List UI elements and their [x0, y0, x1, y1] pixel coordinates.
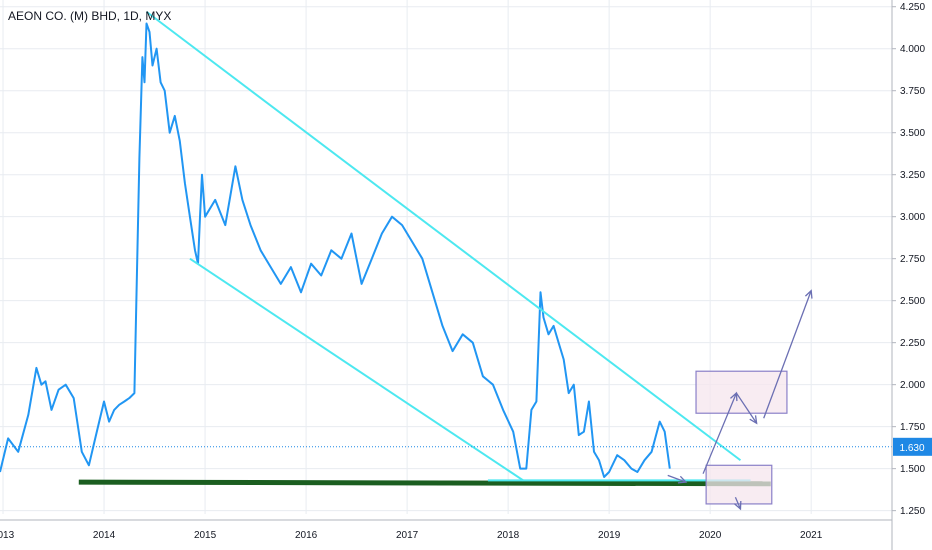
x-tick-label: 2018 — [497, 530, 520, 541]
x-tick-label: 2016 — [295, 530, 318, 541]
x-tick-label: 2017 — [396, 530, 419, 541]
projection-arrow[interactable] — [734, 496, 742, 510]
y-tick-label: 3.500 — [900, 128, 925, 139]
arrow-head — [734, 500, 742, 511]
upper-channel-trendline[interactable] — [145, 10, 742, 462]
price-series-line[interactable] — [0, 22, 671, 478]
y-tick-label: 2.750 — [900, 254, 925, 265]
y-tick-label: 4.250 — [900, 2, 925, 13]
arrow-head — [730, 391, 738, 402]
projection-arrow[interactable] — [667, 474, 687, 483]
projection-arrow[interactable] — [763, 290, 812, 419]
chart-gridlines — [0, 0, 892, 514]
projection-arrow[interactable] — [702, 392, 738, 474]
price-axis[interactable]: 4.250 4.000 3.750 3.500 3.250 3.000 2.750 2.500… — [891, 0, 932, 550]
time-axis[interactable]: 2013 2014 2015 2016 2017 2018 2019 2020 2021 — [0, 519, 892, 541]
y-tick-label: 1.250 — [900, 506, 925, 517]
arrow-head — [677, 475, 688, 484]
current-price-label: 1.630 — [899, 443, 924, 454]
x-tick-label: 2019 — [598, 530, 621, 541]
x-tick-label: 2013 — [0, 530, 15, 541]
y-tick-label: 2.000 — [900, 380, 925, 391]
x-tick-label: 2015 — [194, 530, 217, 541]
y-tick-label: 2.250 — [900, 338, 925, 349]
target-zone-box[interactable] — [695, 370, 788, 414]
current-price-tag — [893, 437, 932, 456]
y-tick-label: 1.750 — [900, 422, 925, 433]
arrow-head — [804, 289, 813, 299]
projection-arrow[interactable] — [735, 392, 758, 424]
chart-plot-area[interactable] — [0, 10, 892, 511]
x-tick-label: 2014 — [93, 530, 116, 541]
y-tick-label: 2.500 — [900, 296, 925, 307]
y-tick-label: 3.000 — [900, 212, 925, 223]
y-tick-label: 1.500 — [900, 464, 925, 475]
arrow-head — [749, 415, 758, 425]
x-tick-label: 2020 — [699, 530, 722, 541]
x-tick-label: 2021 — [800, 530, 823, 541]
lower-channel-trendline[interactable] — [189, 257, 524, 482]
y-tick-label: 3.250 — [900, 170, 925, 181]
chart-title: AEON CO. (M) BHD, 1D, MYX — [8, 9, 172, 23]
y-tick-label: 4.000 — [900, 44, 925, 55]
support-zone-box[interactable] — [705, 464, 773, 505]
support-trendline[interactable] — [78, 479, 771, 487]
y-tick-label: 3.750 — [900, 86, 925, 97]
